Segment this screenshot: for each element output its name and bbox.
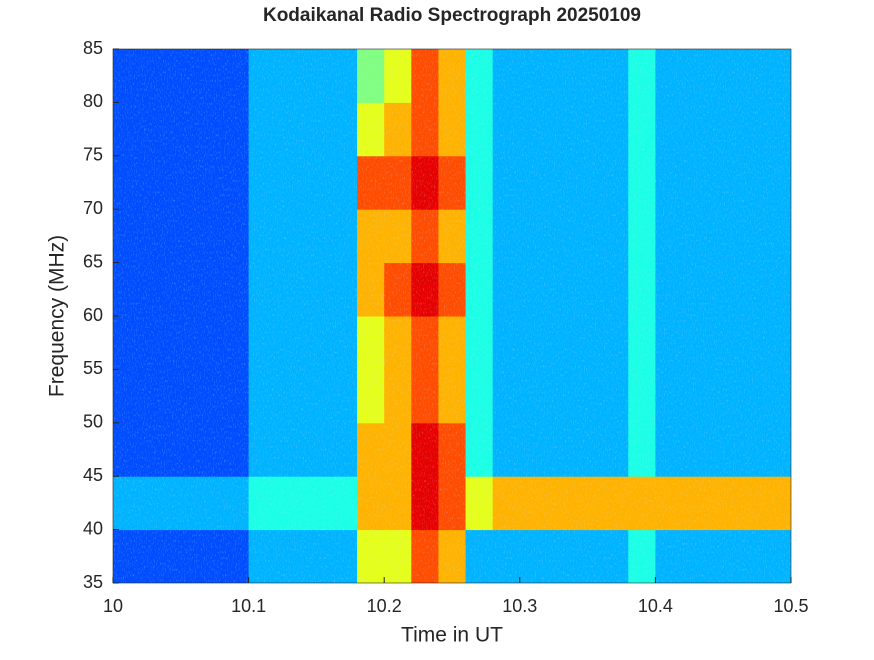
y-tick-label: 75 [83,145,103,165]
y-tick-label: 45 [83,465,103,485]
x-tick-label: 10.2 [367,596,402,616]
y-tick-label: 65 [83,251,103,271]
noise-texture [113,49,791,583]
y-tick-label: 35 [83,572,103,592]
chart-title: Kodaikanal Radio Spectrograph 20250109 [263,5,641,26]
x-tick-label: 10.3 [502,596,537,616]
y-tick-label: 50 [83,412,103,432]
x-tick-label: 10.5 [773,596,808,616]
y-tick-label: 55 [83,358,103,378]
x-tick-label: 10.4 [638,596,673,616]
x-tick-label: 10 [103,596,123,616]
y-tick-label: 60 [83,305,103,325]
x-tick-label: 10.1 [231,596,266,616]
y-tick-label: 85 [83,38,103,58]
y-tick-label: 40 [83,518,103,538]
y-tick-label: 80 [83,91,103,111]
y-tick-label: 70 [83,198,103,218]
x-axis-label: Time in UT [401,624,503,647]
y-axis-label: Frequency (MHz) [46,235,69,397]
